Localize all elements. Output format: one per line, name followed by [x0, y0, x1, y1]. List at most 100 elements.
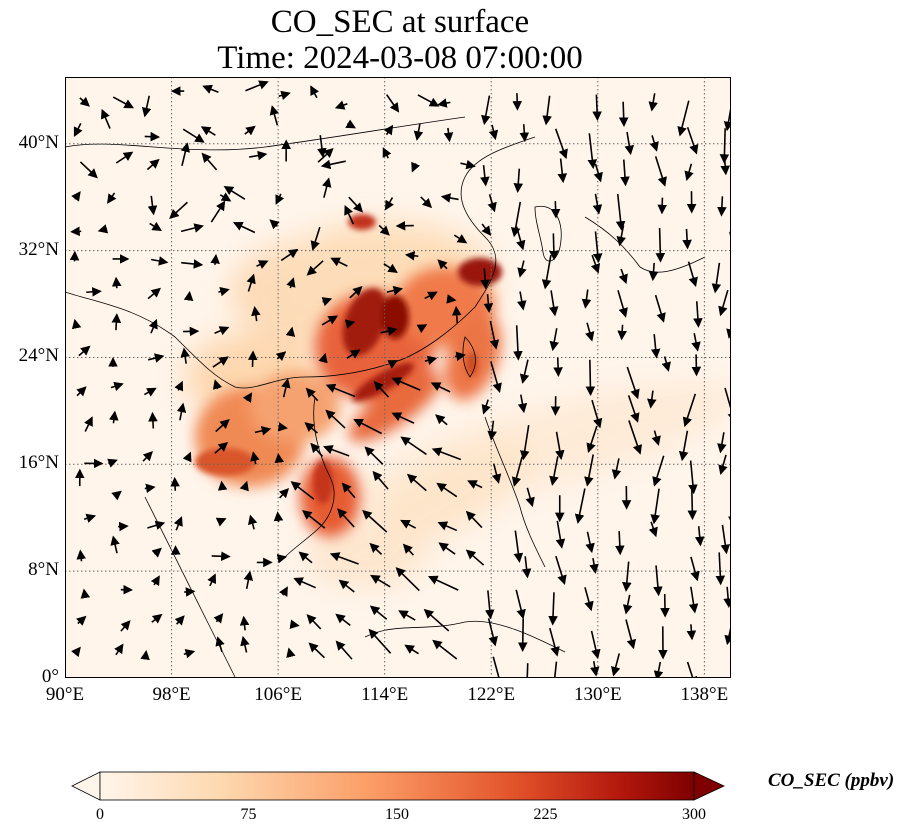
wind-arrow — [240, 635, 250, 653]
wind-arrow — [650, 488, 660, 525]
wind-arrow — [549, 233, 559, 261]
wind-arrow — [246, 273, 256, 292]
wind-arrow — [513, 325, 523, 361]
wind-arrow — [615, 531, 625, 556]
wind-arrow — [308, 642, 325, 659]
wind-arrow — [711, 262, 722, 294]
wind-arrow — [147, 195, 158, 216]
wind-arrow — [718, 454, 728, 475]
colorbar-extend-min — [71, 771, 101, 801]
wind-arrow — [305, 387, 319, 402]
wind-arrow — [420, 196, 433, 209]
wind-arrow — [368, 628, 392, 654]
wind-arrow — [278, 586, 288, 597]
wind-arrow — [214, 441, 229, 454]
wind-arrow — [215, 636, 225, 653]
wind-arrow — [648, 262, 659, 282]
wind-arrow — [492, 656, 504, 678]
wind-arrow — [654, 156, 667, 187]
wind-arrow — [110, 381, 124, 392]
wind-arrow — [554, 128, 568, 160]
wind-arrow — [519, 425, 530, 461]
wind-arrow — [348, 196, 364, 213]
wind-arrow — [289, 619, 300, 630]
wind-arrow — [76, 615, 87, 626]
wind-arrow — [148, 318, 158, 334]
wind-arrow — [453, 234, 468, 244]
colorbar — [71, 771, 725, 801]
wind-arrow — [147, 287, 161, 300]
wind-arrow — [249, 150, 268, 161]
wind-arrow — [215, 517, 227, 527]
map-frame — [65, 77, 731, 678]
wind-arrow — [542, 95, 552, 126]
wind-arrow — [317, 135, 327, 158]
wind-arrow — [180, 347, 190, 364]
wind-arrow — [71, 646, 81, 658]
wind-arrow — [688, 460, 698, 495]
wind-arrow — [382, 147, 392, 159]
wind-arrow — [391, 412, 415, 424]
wind-arrow — [250, 451, 260, 465]
lon-tick-label: 122°E — [467, 684, 516, 705]
wind-arrow — [201, 152, 218, 171]
wind-arrow — [107, 192, 117, 204]
wind-arrow — [686, 661, 698, 678]
wind-arrow — [513, 530, 524, 563]
wind-arrow — [677, 100, 690, 137]
colorbar-extend-max — [693, 771, 725, 801]
wind-arrow — [140, 649, 150, 661]
wind-arrow — [344, 204, 355, 225]
wind-arrow — [151, 613, 163, 624]
wind-arrow — [585, 359, 596, 397]
wind-arrow — [487, 420, 497, 441]
wind-arrow — [147, 353, 165, 363]
wind-arrow — [111, 490, 122, 501]
wind-arrow — [242, 392, 253, 403]
wind-arrow — [581, 289, 592, 309]
wind-arrow — [549, 456, 559, 486]
wind-arrow — [71, 318, 82, 330]
map-panel: 0° 8°N 16°N 24°N 32°N 40°N 90°E 98°E 106°E 114°E 1… — [19, 77, 731, 705]
wind-arrow — [555, 520, 566, 549]
wind-arrow — [84, 416, 93, 432]
wind-arrow — [349, 286, 363, 299]
wind-arrow — [182, 451, 192, 463]
wind-arrow — [511, 456, 523, 487]
wind-arrow — [215, 419, 230, 433]
wind-arrow — [391, 377, 421, 391]
wind-arrow — [654, 294, 666, 323]
wind-arrow — [306, 260, 324, 276]
wind-arrow — [330, 257, 348, 267]
wind-arrow — [148, 411, 158, 429]
wind-arrow — [465, 549, 485, 566]
wind-arrow — [467, 480, 483, 489]
lat-tick-label: 0° — [41, 666, 59, 687]
wind-arrow — [625, 619, 637, 650]
wind-arrow — [541, 255, 552, 290]
wind-arrow — [586, 425, 598, 453]
wind-arrow — [150, 575, 160, 586]
wind-arrow — [281, 378, 291, 398]
wind-arrow — [111, 276, 122, 289]
colorbar-label: CO_SEC (ppbv) — [768, 770, 895, 791]
map-canvas — [65, 77, 731, 678]
wind-arrow — [395, 567, 420, 592]
wind-arrow — [622, 594, 633, 615]
wind-arrow — [405, 251, 419, 261]
wind-arrow — [232, 221, 256, 234]
wind-arrow — [611, 653, 621, 677]
wind-arrow — [97, 224, 109, 234]
wind-arrow — [344, 319, 356, 329]
wind-arrow — [118, 521, 129, 532]
wind-arrow — [585, 531, 595, 554]
wind-arrow — [686, 624, 697, 641]
wind-arrow — [686, 126, 699, 155]
wind-arrow — [719, 128, 730, 164]
wind-arrow — [693, 301, 703, 328]
wind-arrow — [335, 613, 351, 627]
wind-arrow — [114, 643, 124, 656]
wind-arrow — [481, 223, 492, 236]
wind-arrow — [555, 555, 567, 586]
wind-arrow — [525, 487, 535, 508]
